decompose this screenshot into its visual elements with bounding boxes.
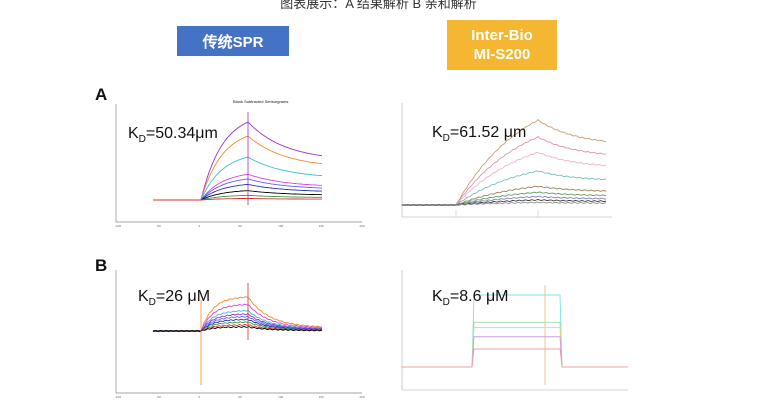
- sensorgram-series: [401, 201, 607, 206]
- x-tick-label: -50: [156, 224, 161, 228]
- x-tick-label: 200: [359, 395, 364, 399]
- chart-a-right: KD=61.52 μm: [401, 103, 612, 218]
- panel-label-b: B: [95, 256, 108, 275]
- x-tick-label: -50: [156, 395, 161, 399]
- page-caption: 图表展示：A 结果解析 B 亲和解析: [280, 0, 477, 11]
- chart-a-left-x-ticks: -100 -50 0 50 100 150 200: [115, 224, 365, 228]
- sensorgram-series: [402, 336, 628, 368]
- chart-b-left-x-ticks: -100 -50 0 50 100 150 200: [115, 395, 365, 399]
- chart-a-left: Blank Subtracted Sensorgrams -100 -50 0 50 1…: [115, 99, 365, 228]
- sensorgram-series: [152, 326, 323, 332]
- sensorgram-series: [152, 321, 323, 332]
- sensorgram-series: [153, 197, 322, 201]
- chart-b-right-series: [402, 294, 628, 368]
- panel-label-a: A: [95, 85, 108, 104]
- x-tick-label: 150: [319, 395, 324, 399]
- inter-bio-tag: Inter-Bio MI-S200: [447, 20, 557, 70]
- kd-a-left: KD=50.34μm: [128, 125, 218, 145]
- x-tick-label: 50: [238, 224, 242, 228]
- chart-a-left-title: Blank Subtracted Sensorgrams: [233, 99, 288, 104]
- chart-a-left-series: [153, 112, 323, 205]
- x-tick-label: 0: [198, 395, 200, 399]
- sensorgram-series: [153, 156, 323, 201]
- inter-bio-label-line2: MI-S200: [473, 46, 531, 63]
- x-tick-label: 0: [198, 224, 200, 228]
- sensorgram-series: [402, 294, 628, 368]
- x-tick-label: 150: [319, 224, 324, 228]
- sensorgram-series: [402, 326, 628, 368]
- kd-b-left: KD=26 μM: [138, 288, 210, 308]
- chart-b-left-series: [152, 283, 323, 385]
- traditional-spr-tag: 传统SPR: [177, 26, 289, 56]
- sensorgram-series: [402, 348, 628, 368]
- sensorgram-series: [153, 173, 323, 201]
- chart-b-right: KD=8.6 μM: [401, 270, 628, 391]
- traditional-spr-label: 传统SPR: [202, 33, 264, 51]
- chart-a-right-series: [401, 119, 607, 206]
- x-tick-label: -100: [115, 224, 121, 228]
- sensorgram-series: [402, 321, 628, 368]
- chart-b-left: -100 -50 0 50 100 150 200 KD=26 μM: [115, 270, 365, 399]
- x-tick-label: 100: [278, 395, 283, 399]
- x-tick-label: 100: [278, 224, 283, 228]
- kd-b-right: KD=8.6 μM: [432, 288, 508, 308]
- sensorgram-series: [401, 195, 607, 206]
- kd-a-right: KD=61.52 μm: [432, 124, 526, 144]
- x-tick-label: 200: [359, 224, 364, 228]
- x-tick-label: 50: [238, 395, 242, 399]
- inter-bio-label-line1: Inter-Bio: [471, 27, 533, 44]
- x-tick-label: -100: [115, 395, 121, 399]
